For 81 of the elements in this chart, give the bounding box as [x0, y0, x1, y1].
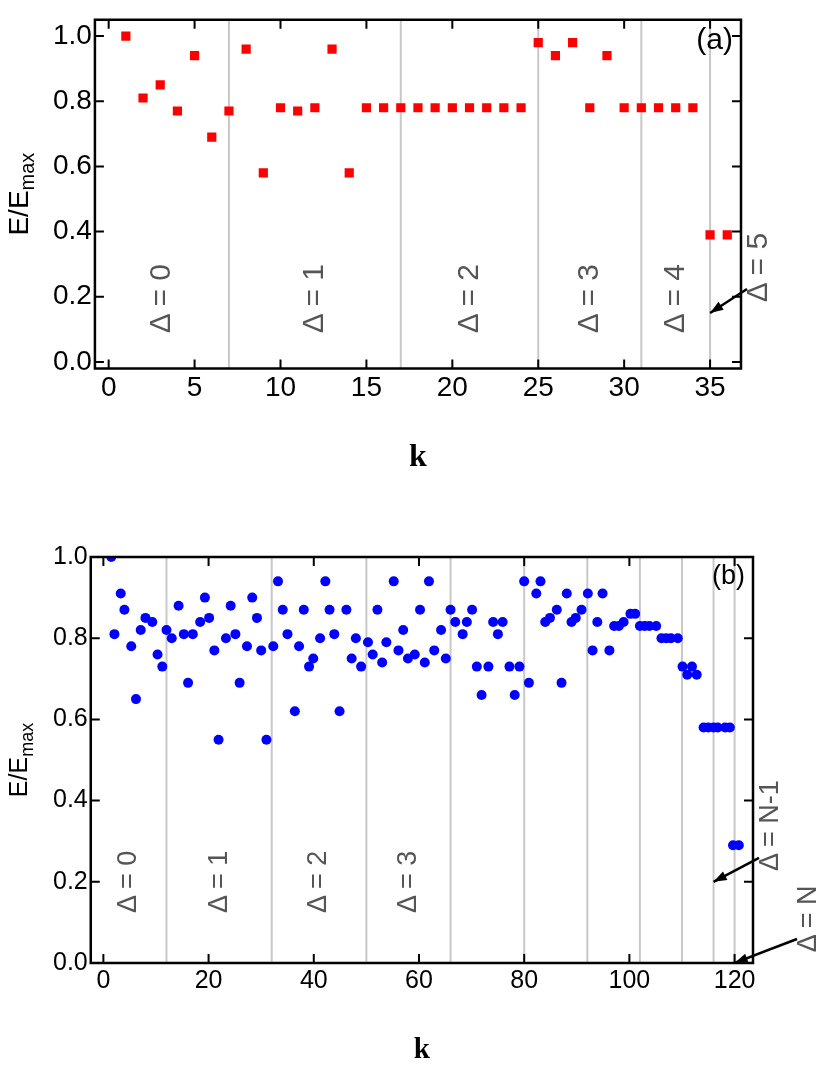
- x-axis-title: k: [413, 1031, 431, 1064]
- point: [379, 103, 389, 113]
- y-tick-label: 0.8: [52, 83, 92, 115]
- x-tick-label: 0: [100, 370, 117, 402]
- y-tick-label: 0.2: [52, 865, 88, 894]
- annotation: Δ = 2: [302, 850, 333, 913]
- y-tick-label: 0.0: [52, 344, 92, 376]
- point: [275, 103, 286, 113]
- point: [258, 168, 268, 178]
- point: [464, 103, 475, 113]
- annotation: Δ = N: [792, 885, 823, 953]
- y-tick-label: 0.6: [52, 149, 92, 181]
- y-tick-label: 0.8: [52, 622, 88, 651]
- point: [224, 106, 234, 116]
- point: [121, 31, 131, 41]
- annotation: Δ = 4: [656, 264, 690, 334]
- y-tick-label: 0.4: [52, 214, 92, 246]
- point: [619, 103, 629, 113]
- x-tick-label: 25: [522, 370, 554, 402]
- annotation: Δ = 1: [296, 264, 330, 334]
- point: [344, 168, 354, 178]
- point: [430, 103, 440, 113]
- y-tick-label: 1.0: [52, 18, 92, 50]
- point: [705, 230, 715, 240]
- x-tick-label: 100: [608, 964, 651, 993]
- point: [361, 103, 372, 113]
- annotation: Δ = 2: [450, 264, 484, 334]
- x-tick-label: 80: [510, 964, 539, 993]
- point: [671, 103, 681, 113]
- point: [396, 103, 406, 113]
- chart-title: (b): [712, 559, 745, 590]
- y-axis-title: E/Emax: [3, 722, 37, 798]
- x-tick-label: 5: [186, 370, 203, 402]
- annotation: Δ = 3: [571, 264, 605, 334]
- point: [568, 38, 578, 48]
- x-tick-label: 0: [96, 964, 111, 993]
- point: [516, 103, 526, 113]
- x-tick-label: 30: [608, 370, 640, 402]
- x-tick-label: 10: [264, 370, 297, 402]
- y-axis-title: E/Emax: [2, 152, 38, 236]
- x-tick-label: 20: [194, 964, 223, 993]
- point: [653, 103, 664, 113]
- y-tick-label: 1.0: [52, 540, 88, 569]
- point: [585, 103, 595, 113]
- x-tick-label: 20: [436, 370, 468, 402]
- point: [207, 132, 217, 142]
- x-tick-label: 40: [299, 964, 328, 993]
- point: [482, 103, 492, 113]
- point: [499, 103, 509, 113]
- point: [310, 103, 320, 113]
- y-tick-label: 0.4: [52, 784, 88, 813]
- annotation: Δ = 3: [391, 850, 422, 913]
- y-tick-label: 0.2: [52, 279, 92, 311]
- point: [155, 80, 165, 90]
- x-tick-label: 60: [405, 964, 433, 993]
- point: [533, 38, 543, 48]
- point: [189, 51, 200, 61]
- y-tick-label: 0.0: [52, 946, 88, 975]
- point: [172, 106, 182, 116]
- x-tick-label: 120: [713, 964, 756, 993]
- point: [447, 103, 457, 113]
- point: [293, 106, 303, 116]
- x-tick-label: 35: [694, 370, 726, 402]
- x-tick-label: 15: [350, 370, 382, 402]
- annotation: Δ = 0: [112, 850, 143, 913]
- annotation: Δ = 5: [740, 232, 774, 303]
- annotation: Δ = 1: [202, 850, 233, 913]
- point: [722, 230, 732, 240]
- point: [636, 103, 646, 113]
- y-tick-label: 0.6: [52, 703, 88, 732]
- chart-title: (a): [696, 22, 733, 56]
- point: [138, 93, 148, 103]
- point: [550, 51, 561, 61]
- point: [602, 51, 612, 61]
- point: [413, 103, 423, 113]
- annotation: Δ = 0: [143, 264, 177, 334]
- point: [241, 44, 251, 54]
- point: [688, 103, 698, 113]
- x-axis-title: k: [409, 437, 428, 474]
- point: [327, 44, 337, 54]
- annotation: Δ = N-1: [754, 780, 785, 872]
